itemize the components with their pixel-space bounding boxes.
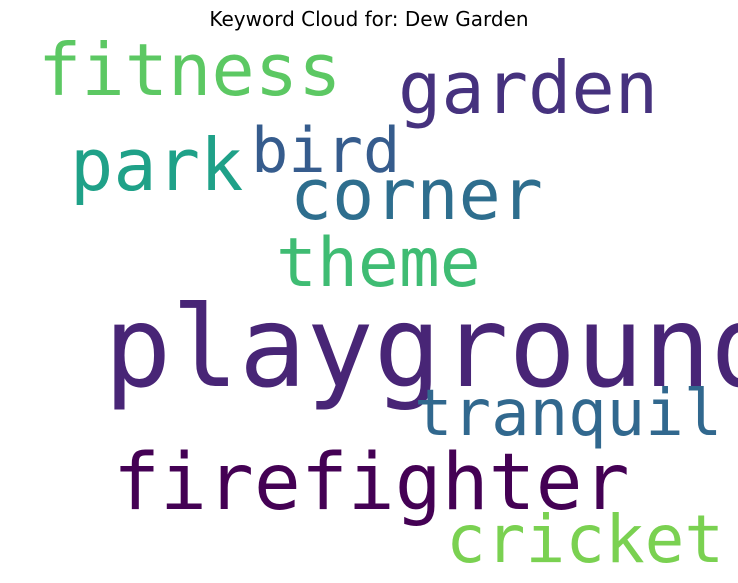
word-theme: theme [276, 224, 481, 303]
word-fitness: fitness [38, 28, 342, 112]
word-garden: garden [398, 46, 659, 130]
word-park: park [70, 123, 244, 207]
word-tranquil: tranquil [414, 377, 723, 451]
word-cricket: cricket [446, 501, 725, 578]
word-firefighter: firefighter [113, 438, 630, 528]
figure-title: Keyword Cloud for: Dew Garden [209, 7, 529, 31]
word-playground: playground [104, 283, 738, 413]
word-bird: bird [251, 114, 401, 187]
word-corner: corner [290, 154, 543, 236]
